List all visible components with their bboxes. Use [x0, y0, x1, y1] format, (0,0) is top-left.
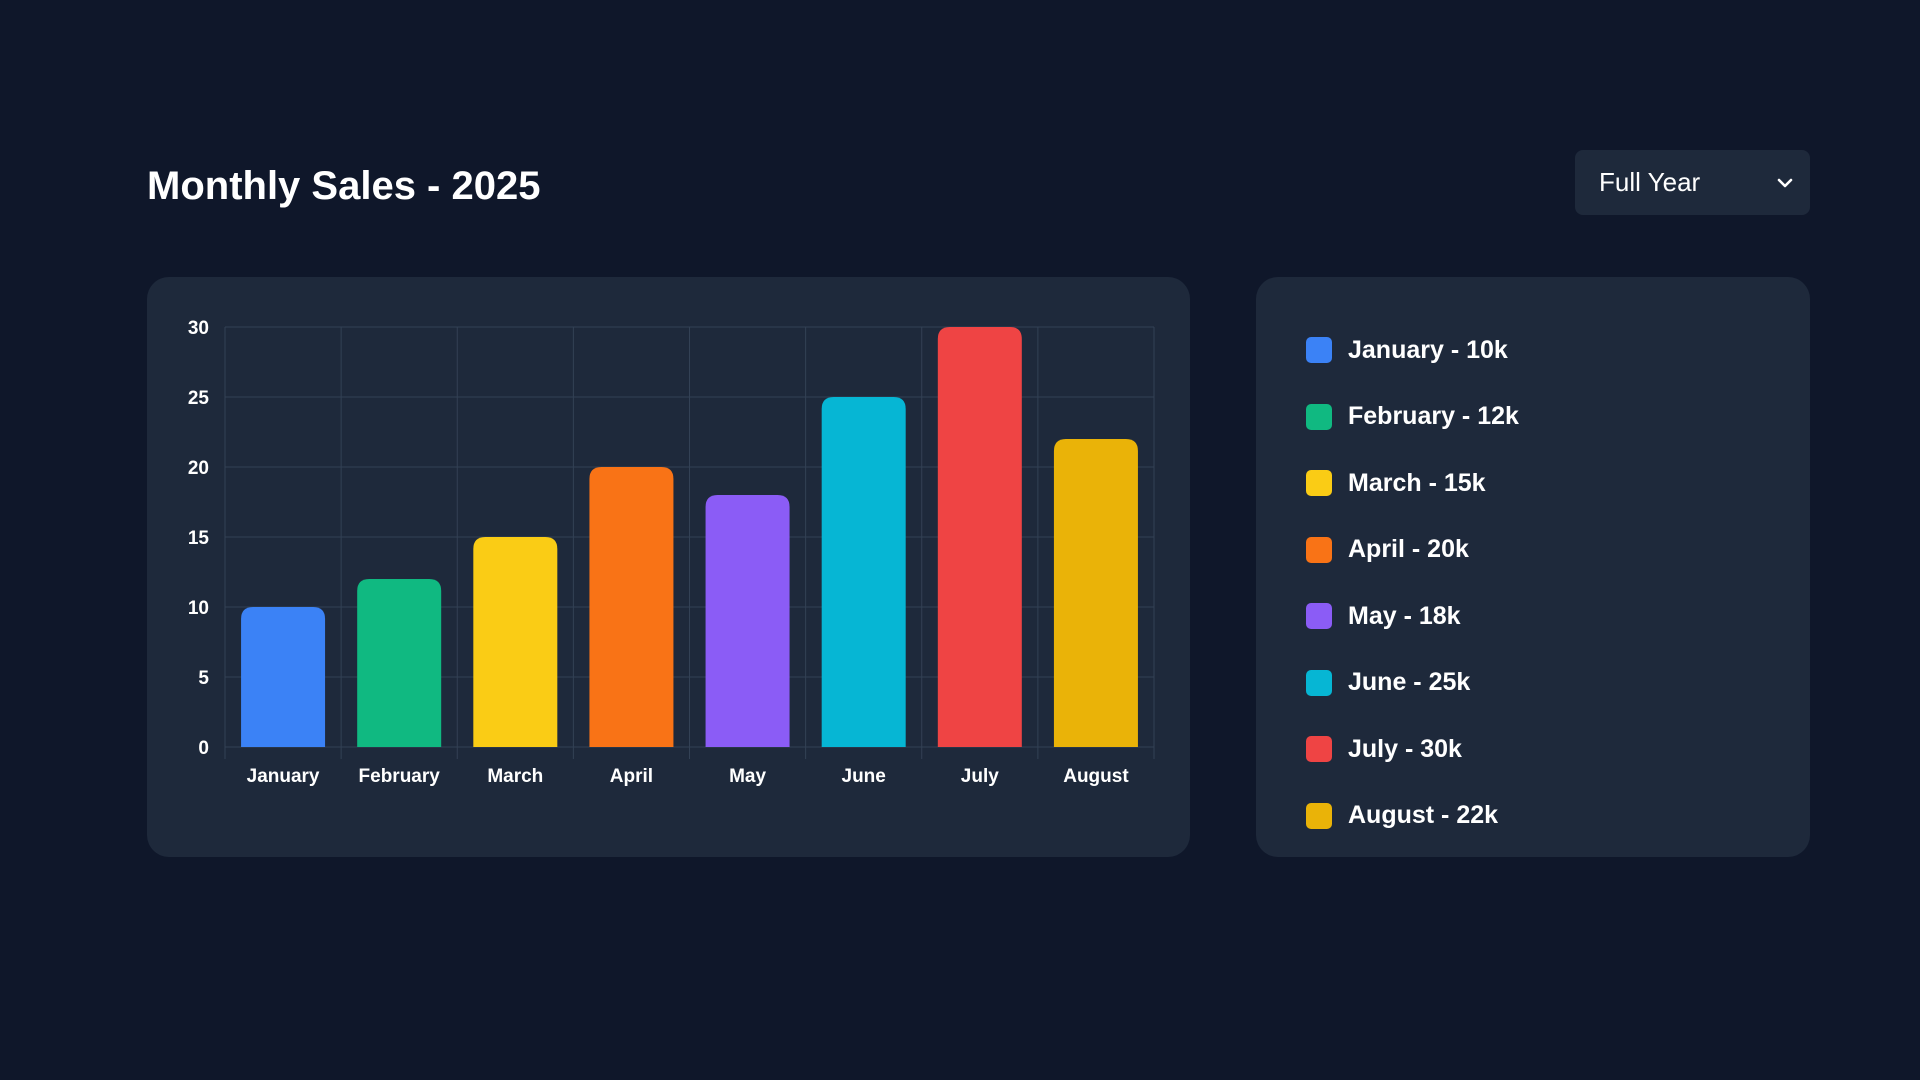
period-select[interactable]: Full Year [1575, 150, 1810, 215]
legend-swatch [1306, 337, 1332, 364]
legend-label: January - 10k [1348, 335, 1508, 364]
bar-may [705, 495, 790, 747]
y-tick-label: 25 [188, 388, 210, 409]
legend-item: February - 12k [1306, 384, 1519, 451]
bar-april [589, 467, 674, 747]
legend-swatch [1306, 403, 1332, 430]
legend-item: May - 18k [1306, 583, 1519, 650]
bar-july [937, 327, 1022, 747]
x-tick-label: January [247, 766, 320, 787]
x-tick-label: May [729, 766, 766, 787]
y-tick-label: 20 [188, 458, 209, 479]
bar-june [821, 397, 906, 747]
x-tick-label: April [610, 766, 653, 787]
x-tick-label: June [842, 766, 886, 787]
y-axis-ticks: 0 5 10 15 20 25 30 [188, 318, 210, 759]
chevron-down-icon [1774, 172, 1796, 194]
legend-swatch [1306, 470, 1332, 497]
legend-label: August - 22k [1348, 801, 1499, 830]
period-select-value: Full Year [1599, 167, 1701, 197]
x-axis-ticks: January February March April May June July Augu… [247, 766, 1130, 787]
legend-swatch [1306, 802, 1332, 829]
bar-august [1053, 439, 1138, 747]
x-tick-label: July [961, 766, 999, 787]
legend-item: April - 20k [1306, 517, 1519, 584]
bar-february [357, 579, 442, 747]
legend-swatch [1306, 736, 1332, 763]
legend-label: April - 20k [1348, 535, 1469, 564]
x-tick-label: March [487, 766, 543, 787]
bars-layer [241, 327, 1138, 747]
y-tick-label: 15 [188, 528, 210, 549]
bar-march [473, 537, 558, 747]
legend-label: February - 12k [1348, 402, 1519, 431]
legend-label: July - 30k [1348, 734, 1462, 763]
legend-label: March - 15k [1348, 468, 1486, 497]
y-tick-label: 5 [198, 668, 209, 689]
y-tick-label: 0 [198, 738, 209, 759]
legend-item: July - 30k [1306, 716, 1519, 783]
legend-swatch [1306, 536, 1332, 563]
legend-swatch [1306, 669, 1332, 696]
x-tick-label: February [359, 766, 441, 787]
legend-list: January - 10k February - 12k March - 15k Ap… [1306, 317, 1519, 849]
legend-label: May - 18k [1348, 601, 1461, 630]
bar-january [241, 607, 326, 747]
bar-chart: 0 5 10 15 20 25 30 January February March April Ma… [188, 318, 1155, 787]
legend-item: June - 25k [1306, 650, 1519, 717]
legend-label: June - 25k [1348, 668, 1471, 697]
chart-card: 0 5 10 15 20 25 30 January February March April Ma… [147, 277, 1190, 857]
y-tick-label: 30 [188, 318, 209, 339]
legend-item: January - 10k [1306, 317, 1519, 384]
y-tick-label: 10 [188, 598, 209, 619]
legend-item: August - 22k [1306, 783, 1519, 850]
x-tick-label: August [1063, 766, 1129, 787]
legend-swatch [1306, 603, 1332, 630]
legend-item: March - 15k [1306, 450, 1519, 517]
page-title: Monthly Sales - 2025 [147, 164, 541, 208]
legend-card: January - 10k February - 12k March - 15k Ap… [1256, 277, 1810, 857]
